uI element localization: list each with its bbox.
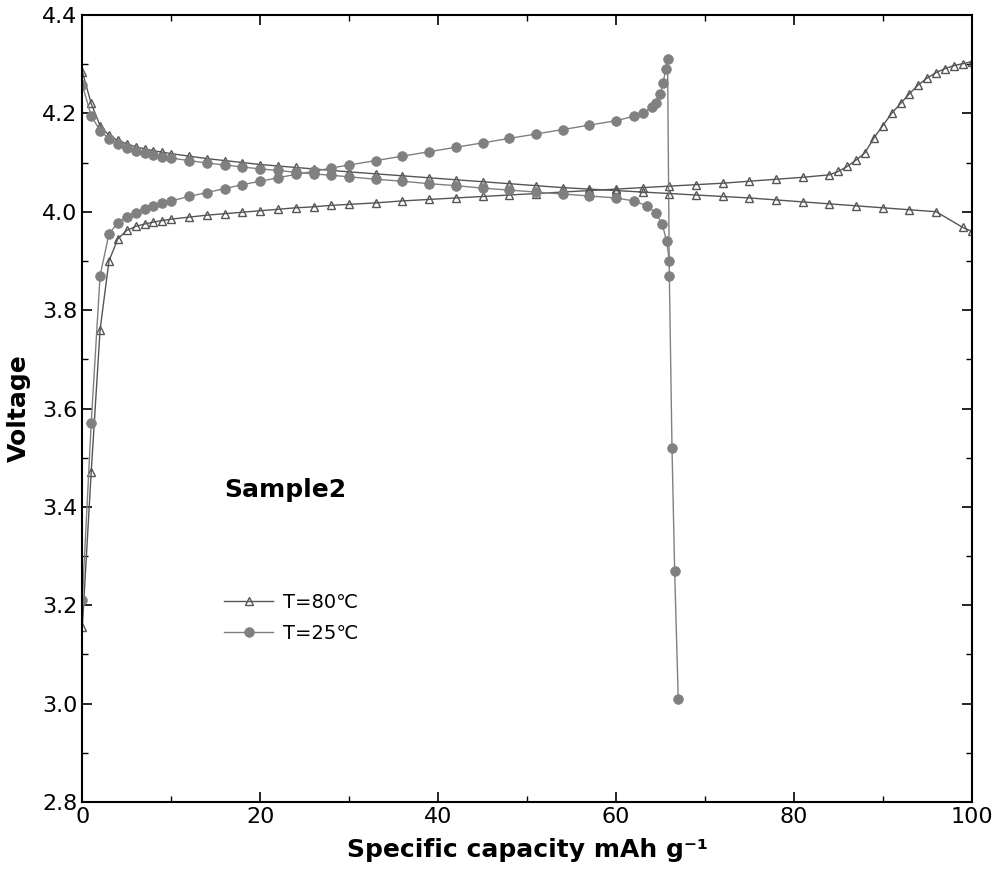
T=25℃	[503, 185, 515, 196]
T=25℃	[183, 156, 195, 166]
T=25℃	[103, 134, 115, 144]
T=80℃	[272, 161, 284, 171]
T=25℃	[219, 160, 231, 170]
T=80℃	[396, 170, 408, 181]
T=25℃	[254, 163, 266, 174]
T=80℃	[477, 176, 489, 187]
T=25℃	[139, 148, 151, 158]
Legend: T=80℃, T=25℃: T=80℃, T=25℃	[217, 586, 366, 651]
T=25℃	[147, 150, 159, 161]
T=80℃	[663, 189, 675, 199]
T=25℃	[165, 153, 177, 163]
Y-axis label: Voltage: Voltage	[7, 355, 31, 462]
Text: Sample2: Sample2	[225, 478, 347, 502]
T=80℃	[903, 204, 915, 215]
T=80℃	[503, 178, 515, 189]
X-axis label: Specific capacity mAh g⁻¹: Specific capacity mAh g⁻¹	[347, 838, 708, 862]
T=25℃	[130, 145, 142, 156]
T=25℃	[76, 80, 88, 90]
T=80℃	[94, 121, 106, 131]
T=25℃	[308, 169, 320, 179]
T=80℃	[103, 130, 115, 141]
T=25℃	[325, 170, 337, 181]
T=80℃	[343, 167, 355, 177]
T=80℃	[290, 163, 302, 173]
T=80℃	[717, 191, 729, 202]
T=80℃	[877, 202, 889, 213]
T=80℃	[966, 226, 978, 236]
T=80℃	[797, 196, 809, 207]
T=80℃	[930, 207, 942, 217]
T=80℃	[610, 185, 622, 196]
T=80℃	[823, 199, 835, 209]
T=80℃	[147, 145, 159, 156]
T=25℃	[343, 171, 355, 182]
T=80℃	[557, 182, 569, 193]
T=80℃	[236, 157, 248, 168]
Line: T=80℃: T=80℃	[78, 68, 976, 235]
T=80℃	[583, 184, 595, 195]
T=80℃	[450, 175, 462, 185]
T=80℃	[637, 187, 649, 197]
T=25℃	[85, 110, 97, 121]
Line: T=25℃: T=25℃	[77, 80, 674, 266]
T=80℃	[76, 66, 88, 76]
T=80℃	[957, 222, 969, 233]
T=25℃	[557, 189, 569, 199]
T=80℃	[530, 181, 542, 191]
T=80℃	[743, 193, 755, 203]
T=80℃	[254, 159, 266, 169]
T=25℃	[477, 182, 489, 193]
T=80℃	[130, 142, 142, 152]
T=25℃	[370, 174, 382, 184]
T=80℃	[370, 169, 382, 179]
T=80℃	[112, 136, 124, 146]
T=25℃	[121, 143, 133, 153]
T=25℃	[236, 162, 248, 172]
T=25℃	[656, 219, 668, 229]
T=80℃	[165, 149, 177, 159]
T=25℃	[583, 191, 595, 202]
T=25℃	[663, 255, 675, 266]
T=25℃	[450, 181, 462, 191]
T=80℃	[850, 201, 862, 211]
T=25℃	[650, 208, 662, 218]
T=80℃	[308, 163, 320, 174]
T=80℃	[85, 98, 97, 109]
T=80℃	[139, 143, 151, 154]
T=80℃	[690, 189, 702, 200]
T=80℃	[423, 173, 435, 183]
T=25℃	[661, 236, 673, 247]
T=25℃	[610, 193, 622, 203]
T=80℃	[325, 165, 337, 176]
T=80℃	[770, 195, 782, 205]
T=25℃	[423, 178, 435, 189]
T=80℃	[219, 156, 231, 166]
T=25℃	[396, 176, 408, 187]
T=80℃	[156, 147, 168, 157]
T=25℃	[272, 165, 284, 176]
T=25℃	[641, 201, 653, 211]
T=25℃	[530, 187, 542, 197]
T=25℃	[201, 158, 213, 169]
T=80℃	[183, 151, 195, 162]
T=25℃	[156, 151, 168, 162]
T=25℃	[290, 167, 302, 177]
T=80℃	[201, 154, 213, 164]
T=25℃	[628, 196, 640, 206]
T=25℃	[112, 139, 124, 149]
T=25℃	[94, 125, 106, 136]
T=80℃	[121, 139, 133, 149]
